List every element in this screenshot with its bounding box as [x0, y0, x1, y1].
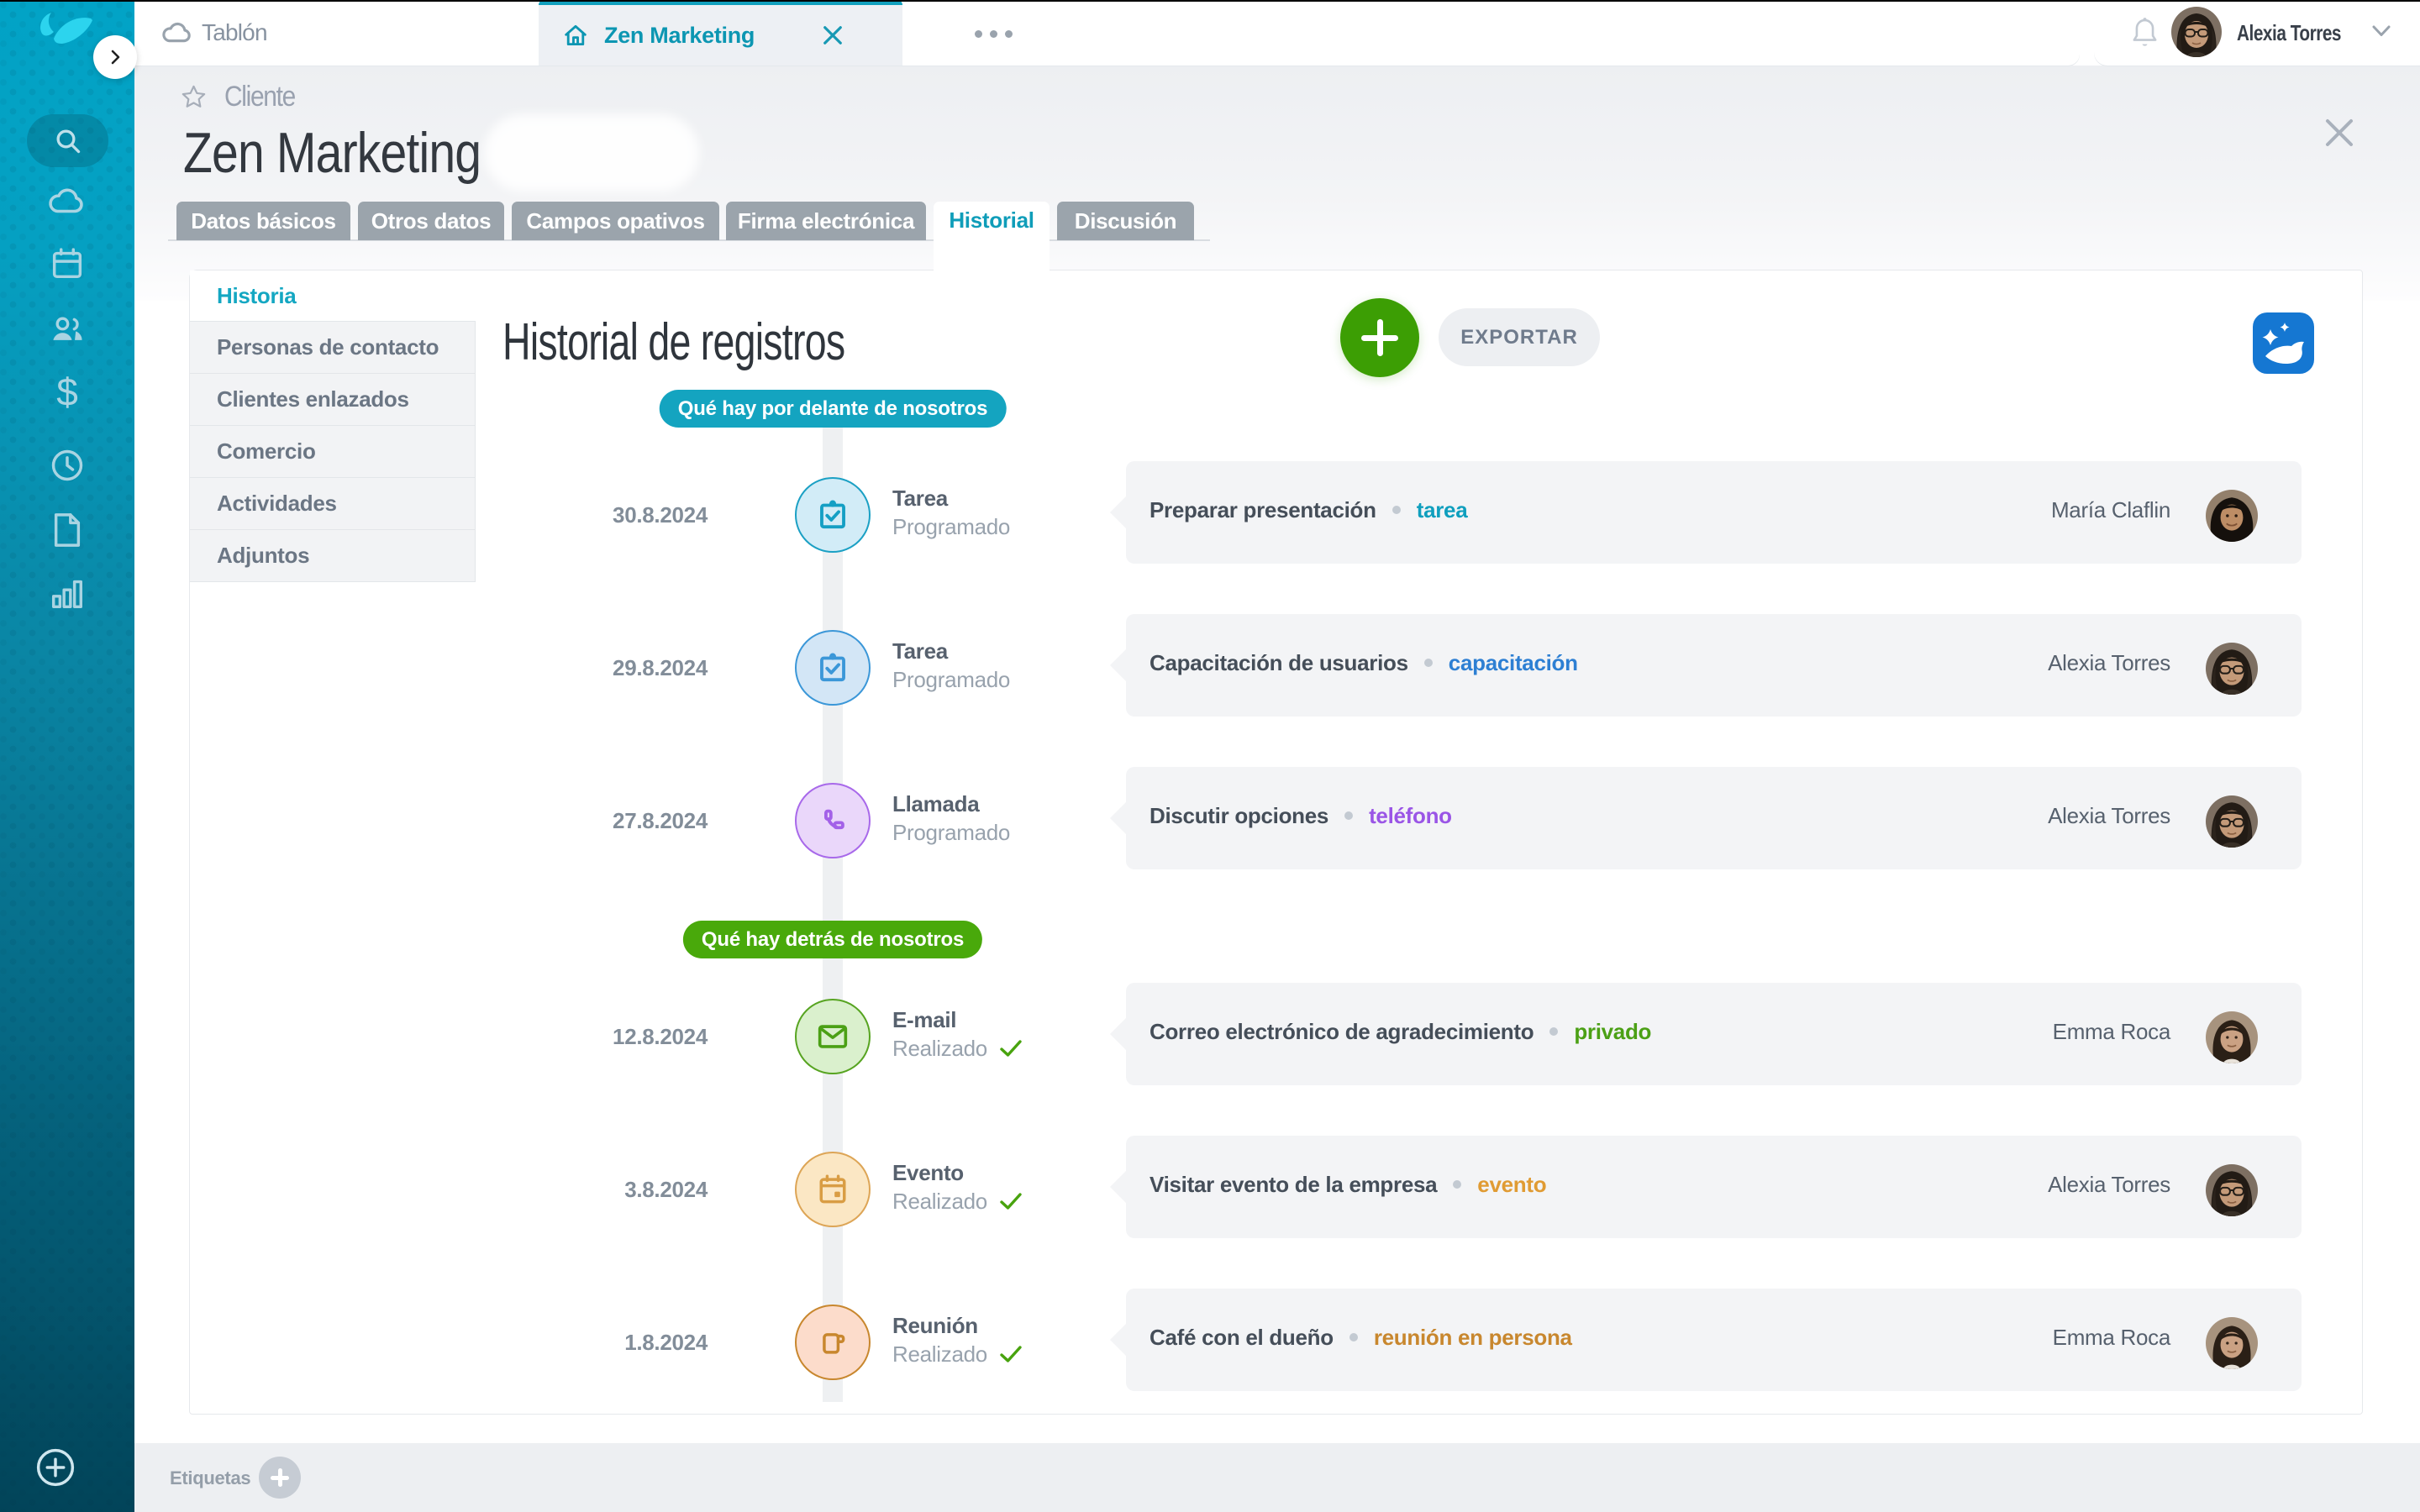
- svg-text:$: $: [56, 370, 78, 413]
